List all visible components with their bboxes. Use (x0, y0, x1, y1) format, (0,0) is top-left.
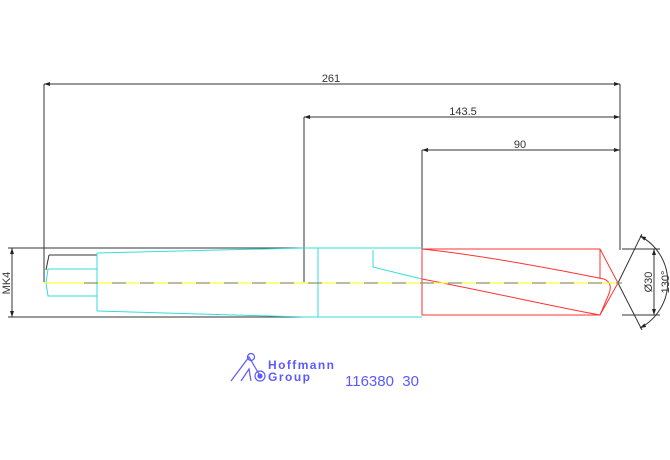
hoffmann-group-logo (230, 352, 266, 382)
logo-line1: Hoffmann (268, 358, 334, 372)
dimension-lines (8, 82, 669, 331)
angle-label: 130° (660, 271, 670, 294)
flute (421, 248, 619, 316)
dim-143-5-label: 143.5 (449, 106, 477, 118)
part-number: 116380 30 (345, 373, 419, 390)
dim-angle-arc (639, 235, 669, 329)
dim-90-label: 90 (514, 139, 526, 151)
diameter-label: Ø30 (643, 272, 655, 293)
dim-261-label: 261 (322, 73, 340, 85)
mk4-label: MK4 (1, 272, 13, 295)
logo-line2: Group (268, 370, 310, 384)
